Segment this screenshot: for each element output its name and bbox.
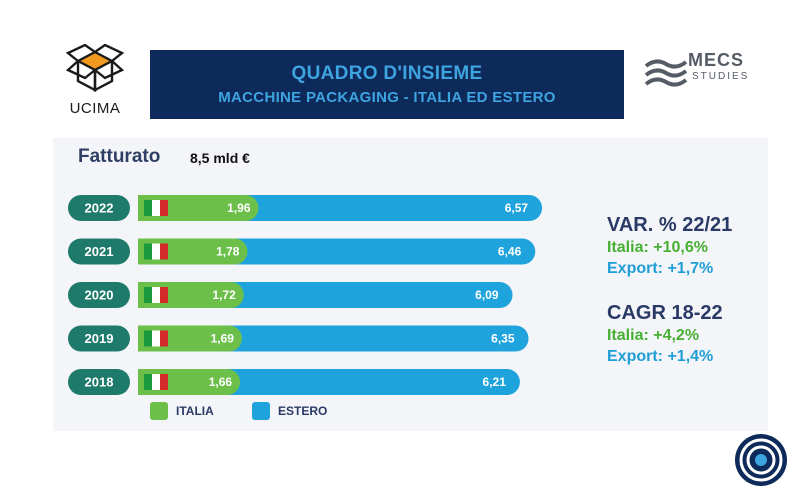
flag-green-2022 xyxy=(144,200,152,216)
flag-green-2019 xyxy=(144,330,152,347)
legend-item-estero: ESTERO xyxy=(252,402,327,420)
stats-block: VAR. % 22/21 Italia: +10,6% Export: +1,7… xyxy=(607,213,777,367)
flag-green-2018 xyxy=(144,374,152,390)
var-export: Export: +1,7% xyxy=(607,260,714,277)
var-italia: Italia: +10,6% xyxy=(607,239,708,256)
mecs-logo-subtext: STUDIES xyxy=(692,71,750,82)
legend-label-italia: ITALIA xyxy=(176,404,214,418)
cagr-italia: Italia: +4,2% xyxy=(607,327,700,344)
bar-italia-2022 xyxy=(138,195,259,221)
year-pill-2020 xyxy=(68,282,130,308)
title-banner: QUADRO D'INSIEME MACCHINE PACKAGING - IT… xyxy=(150,50,624,119)
year-label-2021: 2021 xyxy=(85,244,114,259)
value-italia-2020: 1,72 xyxy=(212,288,236,302)
flag-white-2019 xyxy=(152,330,160,347)
year-pill-2019 xyxy=(68,325,130,352)
revenue-bar-chart: 2022 1,96 6,57 2021 1,78 6,46 2020 1,72 6,09 2019… xyxy=(68,195,543,395)
year-label-2022: 2022 xyxy=(85,201,114,216)
value-italia-2019: 1,69 xyxy=(211,332,235,346)
ucima-box-icon xyxy=(65,43,125,92)
title-line-2: MACCHINE PACKAGING - ITALIA ED ESTERO xyxy=(218,89,556,106)
year-label-2019: 2019 xyxy=(85,331,114,346)
var-title: VAR. % 22/21 xyxy=(607,214,733,236)
mecs-logo-text: MECS xyxy=(688,50,745,70)
flag-white-2021 xyxy=(152,243,160,260)
cagr-export: Export: +1,4% xyxy=(607,348,714,365)
bottom-right-logo xyxy=(733,432,789,488)
value-estero-2020: 6,09 xyxy=(475,288,499,302)
year-label-2018: 2018 xyxy=(85,375,114,390)
year-label-2020: 2020 xyxy=(85,288,114,303)
legend-swatch-estero xyxy=(252,402,270,420)
legend-swatch-italia xyxy=(150,402,168,420)
target-logo-icon xyxy=(735,434,787,486)
fatturato-label: Fatturato xyxy=(78,146,161,167)
flag-red-2018 xyxy=(160,374,168,390)
ucima-logo: UCIMA xyxy=(62,43,128,124)
cagr-title: CAGR 18-22 xyxy=(607,302,723,324)
value-italia-2022: 1,96 xyxy=(227,201,251,215)
flag-white-2020 xyxy=(152,287,160,303)
value-estero-2021: 6,46 xyxy=(498,245,522,259)
flag-green-2021 xyxy=(144,243,152,260)
ucima-logo-text: UCIMA xyxy=(69,100,121,117)
mecs-logo: MECS STUDIES xyxy=(644,50,754,90)
flag-white-2018 xyxy=(152,374,160,390)
value-estero-2022: 6,57 xyxy=(505,201,529,215)
mecs-waves-icon xyxy=(644,59,688,87)
flag-red-2020 xyxy=(160,287,168,303)
year-pill-2018 xyxy=(68,369,130,395)
flag-red-2022 xyxy=(160,200,168,216)
year-pill-2022 xyxy=(68,195,130,221)
legend-label-estero: ESTERO xyxy=(278,404,328,418)
legend-item-italia: ITALIA xyxy=(150,402,214,420)
flag-red-2019 xyxy=(160,330,168,347)
value-estero-2018: 6,21 xyxy=(483,375,507,389)
title-line-1: QUADRO D'INSIEME xyxy=(291,63,483,84)
flag-green-2020 xyxy=(144,287,152,303)
fatturato-value: 8,5 mld € xyxy=(190,150,250,166)
year-pill-2021 xyxy=(68,238,130,265)
value-italia-2021: 1,78 xyxy=(216,245,240,259)
value-estero-2019: 6,35 xyxy=(491,332,515,346)
value-italia-2018: 1,66 xyxy=(209,375,233,389)
flag-red-2021 xyxy=(160,243,168,260)
flag-white-2022 xyxy=(152,200,160,216)
